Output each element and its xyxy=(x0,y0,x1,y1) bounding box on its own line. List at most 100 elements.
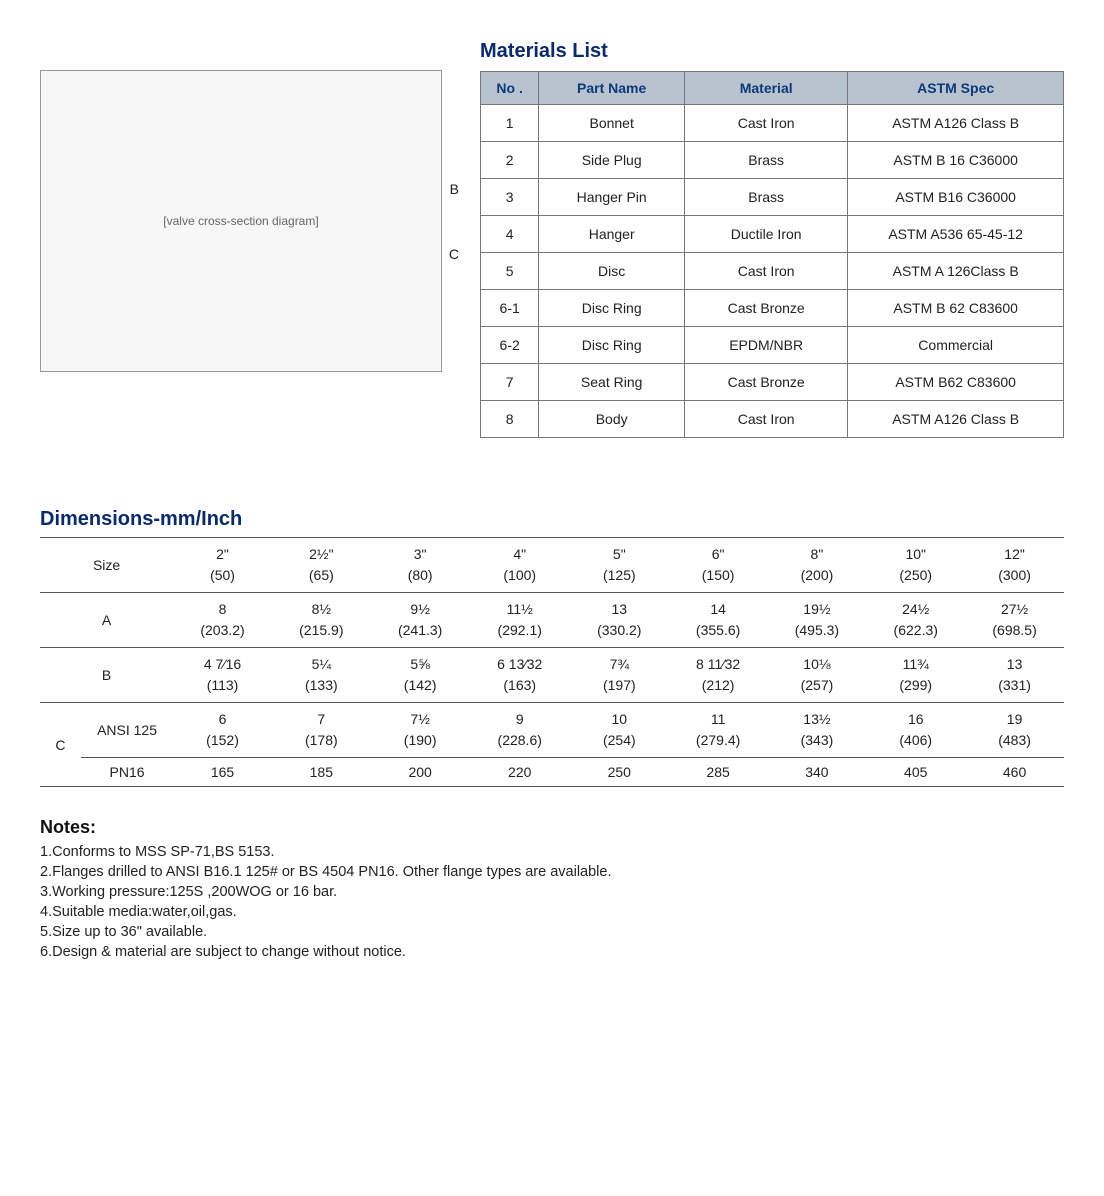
dim-cell: 200 xyxy=(371,758,470,787)
dim-cell: 4 7⁄16(113) xyxy=(173,648,272,703)
dim-cell: 340 xyxy=(768,758,867,787)
dim-cell: 9½(241.3) xyxy=(371,593,470,648)
c-pn16-row: PN16 165185200 220250285 340405460 xyxy=(40,758,1064,787)
dim-cell: 8(203.2) xyxy=(173,593,272,648)
dim-cell: 250 xyxy=(570,758,669,787)
cell-no: 6-2 xyxy=(481,327,539,364)
dim-cell: 12"(300) xyxy=(965,538,1064,593)
dim-cell: 5⅝(142) xyxy=(371,648,470,703)
note-line: 2.Flanges drilled to ANSI B16.1 125# or … xyxy=(40,864,1064,880)
cell-part: Disc Ring xyxy=(539,290,685,327)
table-row: 1BonnetCast IronASTM A126 Class B xyxy=(481,105,1064,142)
col-material: Material xyxy=(685,72,848,105)
note-line: 1.Conforms to MSS SP-71,BS 5153. xyxy=(40,844,1064,860)
c-label: C xyxy=(40,703,81,787)
table-row: 6-2Disc RingEPDM/NBRCommercial xyxy=(481,327,1064,364)
cell-material: Cast Iron xyxy=(685,253,848,290)
dim-cell: 165 xyxy=(173,758,272,787)
cell-part: Hanger Pin xyxy=(539,179,685,216)
cell-part: Bonnet xyxy=(539,105,685,142)
cell-no: 2 xyxy=(481,142,539,179)
note-line: 6.Design & material are subject to chang… xyxy=(40,944,1064,960)
dim-cell: 27½(698.5) xyxy=(965,593,1064,648)
dim-cell: 8"(200) xyxy=(768,538,867,593)
dim-cell: 7¾(197) xyxy=(570,648,669,703)
note-line: 4.Suitable media:water,oil,gas. xyxy=(40,904,1064,920)
dim-cell: 2"(50) xyxy=(173,538,272,593)
note-line: 5.Size up to 36" available. xyxy=(40,924,1064,940)
dim-cell: 10"(250) xyxy=(866,538,965,593)
table-row: 7Seat RingCast BronzeASTM B62 C83600 xyxy=(481,364,1064,401)
materials-header-row: No . Part Name Material ASTM Spec xyxy=(481,72,1064,105)
note-line: 3.Working pressure:125S ,200WOG or 16 ba… xyxy=(40,884,1064,900)
dim-cell: 220 xyxy=(470,758,570,787)
dim-cell: 6 13⁄32(163) xyxy=(470,648,570,703)
dim-cell: 3"(80) xyxy=(371,538,470,593)
dim-cell: 11(279.4) xyxy=(669,703,768,758)
c-ansi-label: ANSI 125 xyxy=(81,703,173,758)
cell-spec: ASTM B 16 C36000 xyxy=(848,142,1064,179)
col-partname: Part Name xyxy=(539,72,685,105)
cell-no: 3 xyxy=(481,179,539,216)
cell-part: Side Plug xyxy=(539,142,685,179)
table-row: 5DiscCast IronASTM A 126Class B xyxy=(481,253,1064,290)
cell-material: Cast Bronze xyxy=(685,290,848,327)
dim-cell: 13(331) xyxy=(965,648,1064,703)
cell-spec: ASTM A 126Class B xyxy=(848,253,1064,290)
cell-material: Brass xyxy=(685,179,848,216)
materials-title: Materials List xyxy=(480,40,1064,63)
table-row: 4HangerDuctile IronASTM A536 65-45-12 xyxy=(481,216,1064,253)
cell-spec: ASTM B16 C36000 xyxy=(848,179,1064,216)
table-row: 8BodyCast IronASTM A126 Class B xyxy=(481,401,1064,438)
dimensions-table: Size 2"(50)2½"(65)3"(80) 4"(100)5"(125)6… xyxy=(40,537,1064,787)
diagram-label-c: C xyxy=(449,246,459,262)
cell-no: 4 xyxy=(481,216,539,253)
a-label: A xyxy=(40,593,173,648)
dim-cell: 10⅛(257) xyxy=(768,648,867,703)
dim-cell: 5¼(133) xyxy=(272,648,371,703)
table-row: 3Hanger PinBrassASTM B16 C36000 xyxy=(481,179,1064,216)
cell-no: 6-1 xyxy=(481,290,539,327)
cell-spec: ASTM B62 C83600 xyxy=(848,364,1064,401)
dim-cell: 11¾(299) xyxy=(866,648,965,703)
dim-cell: 5"(125) xyxy=(570,538,669,593)
dimensions-section: Dimensions-mm/Inch Size 2"(50)2½"(65)3"(… xyxy=(40,508,1064,787)
diagram-column: [valve cross-section diagram] B C xyxy=(40,30,460,372)
cell-no: 1 xyxy=(481,105,539,142)
col-spec: ASTM Spec xyxy=(848,72,1064,105)
dim-cell: 13(330.2) xyxy=(570,593,669,648)
dim-cell: 8 11⁄32(212) xyxy=(669,648,768,703)
dim-cell: 11½(292.1) xyxy=(470,593,570,648)
diagram-placeholder-text: [valve cross-section diagram] xyxy=(163,214,318,228)
table-row: 2Side PlugBrassASTM B 16 C36000 xyxy=(481,142,1064,179)
dim-cell: 7½(190) xyxy=(371,703,470,758)
notes-section: Notes: 1.Conforms to MSS SP-71,BS 5153.2… xyxy=(40,817,1064,960)
c-pn16-label: PN16 xyxy=(81,758,173,787)
dim-cell: 7(178) xyxy=(272,703,371,758)
cell-no: 8 xyxy=(481,401,539,438)
col-no: No . xyxy=(481,72,539,105)
dimensions-title: Dimensions-mm/Inch xyxy=(40,508,1064,531)
c-ansi-row: C ANSI 125 6(152)7(178)7½(190) 9(228.6)1… xyxy=(40,703,1064,758)
cell-spec: Commercial xyxy=(848,327,1064,364)
cell-material: EPDM/NBR xyxy=(685,327,848,364)
b-label: B xyxy=(40,648,173,703)
dim-cell: 405 xyxy=(866,758,965,787)
dim-cell: 16(406) xyxy=(866,703,965,758)
table-row: 6-1Disc RingCast BronzeASTM B 62 C83600 xyxy=(481,290,1064,327)
cell-material: Cast Bronze xyxy=(685,364,848,401)
dim-cell: 285 xyxy=(669,758,768,787)
cell-part: Hanger xyxy=(539,216,685,253)
dim-cell: 19½(495.3) xyxy=(768,593,867,648)
dim-cell: 460 xyxy=(965,758,1064,787)
cell-material: Cast Iron xyxy=(685,401,848,438)
valve-diagram: [valve cross-section diagram] B C xyxy=(40,70,442,372)
cell-spec: ASTM A536 65-45-12 xyxy=(848,216,1064,253)
cell-material: Cast Iron xyxy=(685,105,848,142)
cell-part: Disc Ring xyxy=(539,327,685,364)
dim-cell: 13½(343) xyxy=(768,703,867,758)
b-row: B 4 7⁄16(113)5¼(133)5⅝(142) 6 13⁄32(163)… xyxy=(40,648,1064,703)
dim-cell: 14(355.6) xyxy=(669,593,768,648)
cell-spec: ASTM A126 Class B xyxy=(848,401,1064,438)
dim-cell: 185 xyxy=(272,758,371,787)
